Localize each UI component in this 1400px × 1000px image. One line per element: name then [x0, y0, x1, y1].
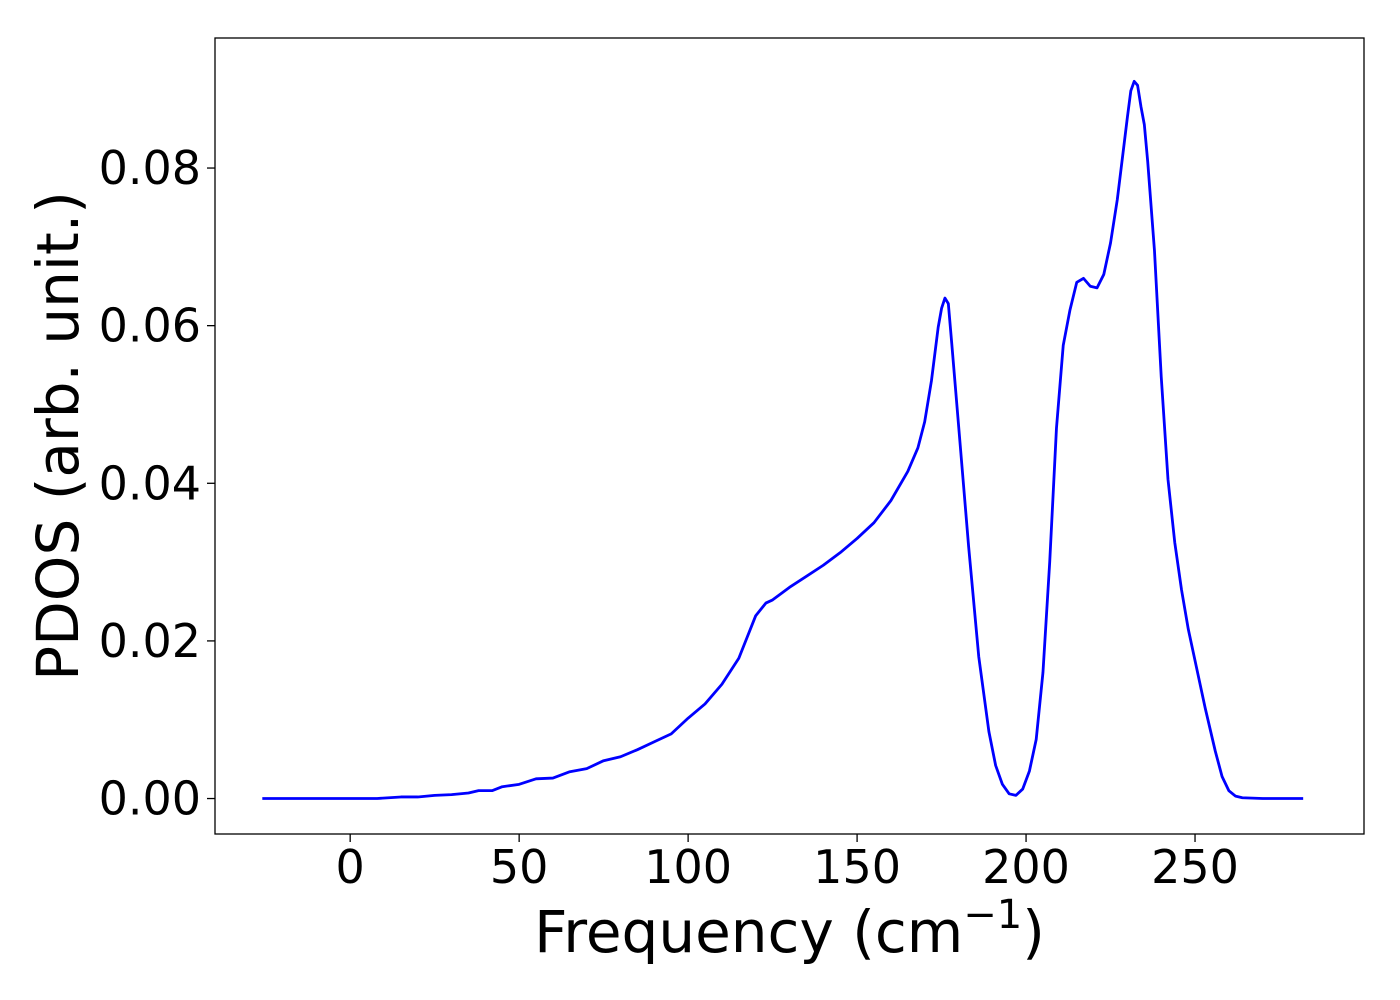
series-line-0 [262, 79, 1304, 800]
x-tick-label: 0 [336, 840, 365, 894]
x-axis-label-main: Frequency (cm [534, 898, 963, 966]
plot-frame [214, 37, 1365, 835]
y-axis-ticks: 0.00 0.02 0.04 0.06 0.08 [99, 141, 215, 826]
x-axis-label-exponent: −1 [963, 892, 1022, 938]
y-tick-label: 0.08 [99, 141, 201, 195]
x-tick-label: 200 [982, 840, 1070, 894]
series-layer [262, 79, 1304, 800]
y-tick-label: 0.04 [99, 456, 201, 510]
x-tick-label: 250 [1151, 840, 1239, 894]
y-tick-label: 0.02 [99, 614, 201, 668]
y-tick-label: 0.06 [99, 299, 201, 353]
y-tick-label: 0.00 [99, 772, 201, 826]
y-axis-label: PDOS (arb. unit.) [24, 191, 92, 681]
x-tick-label: 50 [490, 840, 549, 894]
x-tick-label: 100 [644, 840, 732, 894]
x-axis-label: Frequency (cm−1) [534, 892, 1045, 966]
x-tick-label: 150 [813, 840, 901, 894]
x-axis-ticks: 0 50 100 150 200 250 [336, 834, 1239, 894]
x-axis-label-close: ) [1022, 898, 1045, 966]
